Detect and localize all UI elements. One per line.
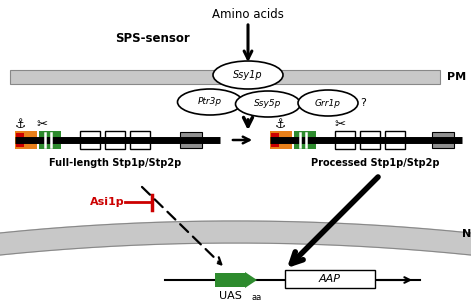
Bar xyxy=(16,133,24,147)
Text: Ssy5p: Ssy5p xyxy=(254,99,282,108)
Text: Ssy1p: Ssy1p xyxy=(233,70,263,80)
Bar xyxy=(385,131,405,149)
Text: Amino acids: Amino acids xyxy=(212,8,284,21)
Ellipse shape xyxy=(236,91,300,117)
Text: SPS-sensor: SPS-sensor xyxy=(115,31,190,44)
Text: Ptr3p: Ptr3p xyxy=(198,98,222,107)
Text: Processed Stp1p/Stp2p: Processed Stp1p/Stp2p xyxy=(311,158,439,168)
Bar xyxy=(335,131,355,149)
Text: Full-length Stp1p/Stp2p: Full-length Stp1p/Stp2p xyxy=(49,158,181,168)
Text: ⚓: ⚓ xyxy=(15,119,25,132)
Text: ✂: ✂ xyxy=(334,119,346,132)
Text: UAS: UAS xyxy=(219,291,242,301)
Text: ?: ? xyxy=(360,98,366,108)
FancyArrow shape xyxy=(215,272,257,288)
Text: ⚓: ⚓ xyxy=(275,119,285,132)
Text: ✂: ✂ xyxy=(36,119,48,132)
Ellipse shape xyxy=(178,89,243,115)
Text: aa: aa xyxy=(252,294,262,302)
Text: Grr1p: Grr1p xyxy=(315,99,341,107)
Bar xyxy=(15,131,37,149)
Bar xyxy=(105,131,125,149)
Bar xyxy=(10,70,440,84)
Ellipse shape xyxy=(213,61,283,89)
Bar xyxy=(39,131,61,149)
Bar xyxy=(180,132,202,148)
Text: NM: NM xyxy=(462,229,471,239)
Bar xyxy=(130,131,150,149)
Bar xyxy=(432,132,454,148)
Bar xyxy=(285,270,375,288)
Text: Asi1p: Asi1p xyxy=(90,197,125,207)
Bar xyxy=(294,131,316,149)
Ellipse shape xyxy=(298,90,358,116)
Bar xyxy=(270,131,292,149)
Bar xyxy=(360,131,380,149)
Text: AAP: AAP xyxy=(319,274,341,284)
Text: PM: PM xyxy=(447,72,466,82)
Bar xyxy=(80,131,100,149)
Bar xyxy=(271,133,279,147)
